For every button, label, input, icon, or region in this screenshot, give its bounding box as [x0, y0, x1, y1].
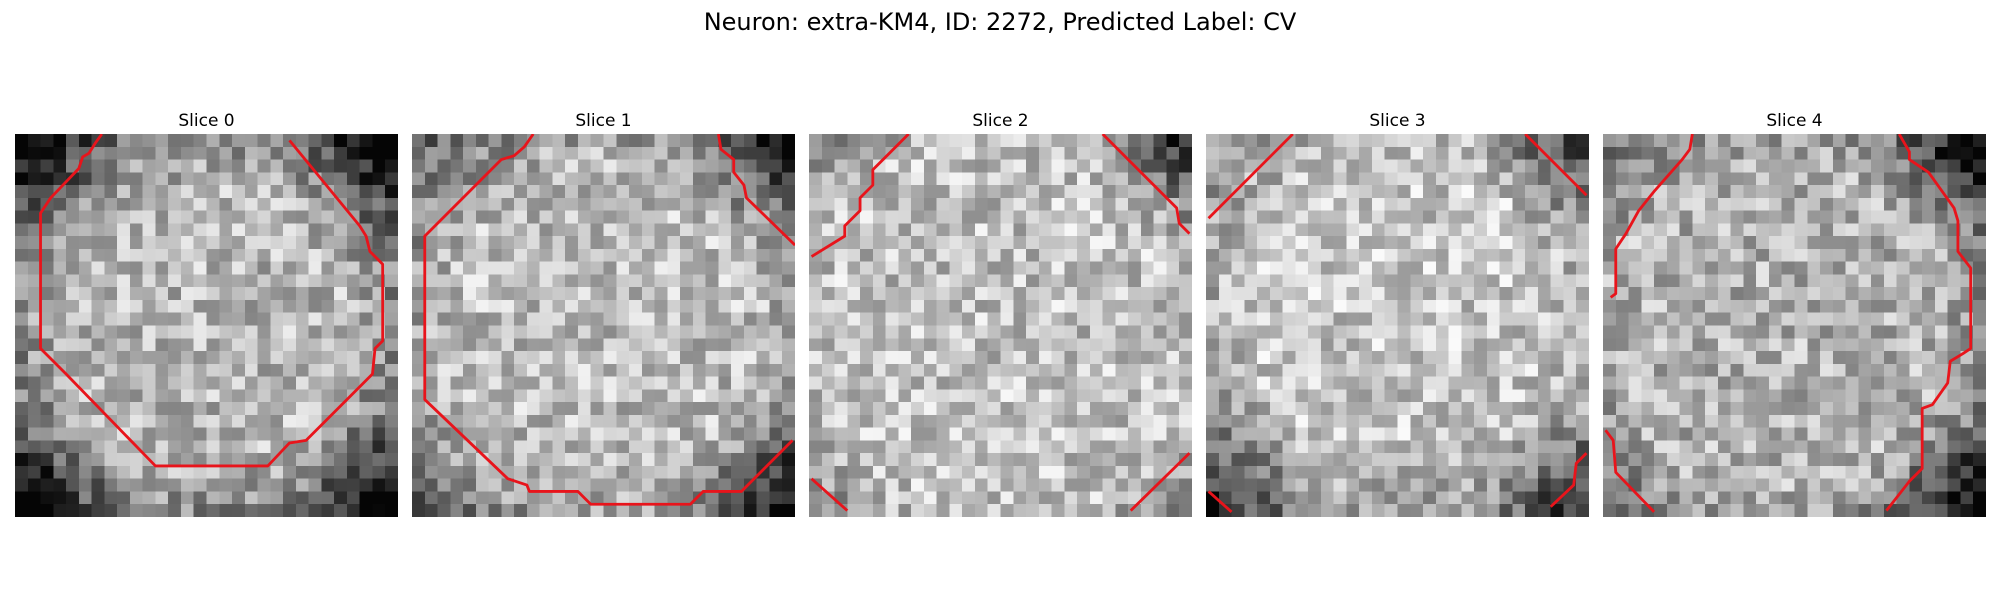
contour-line: [717, 134, 795, 247]
slice-panel-2: Slice 2: [809, 108, 1192, 517]
contour-line: [1101, 134, 1191, 235]
slice-title: Slice 3: [1369, 111, 1426, 131]
slice-image: [412, 134, 795, 517]
contour-line: [1207, 490, 1233, 513]
slice-image: [1206, 134, 1589, 517]
pixel-grid: [412, 134, 795, 517]
contour-line: [1604, 429, 1656, 513]
contour-line: [423, 134, 794, 506]
contour-line: [1885, 134, 1973, 512]
slice-title: Slice 1: [575, 111, 632, 131]
pixel-grid: [1206, 134, 1589, 517]
contour-line: [1609, 134, 1694, 299]
slice-image: [15, 134, 398, 517]
contour-line: [810, 477, 849, 512]
contour-line: [1129, 452, 1191, 512]
slice-panel-0: Slice 0: [15, 108, 398, 517]
slice-panel-1: Slice 1: [412, 108, 795, 517]
contour-line: [1524, 134, 1588, 197]
slice-image: [809, 134, 1192, 517]
contour-line: [39, 134, 385, 468]
pixel-grid: [15, 134, 398, 517]
contour-line: [810, 134, 910, 258]
contour-line: [1549, 452, 1588, 508]
slice-title: Slice 4: [1766, 111, 1823, 131]
slice-title: Slice 0: [178, 111, 235, 131]
slice-title: Slice 2: [972, 111, 1029, 131]
slice-panel-3: Slice 3: [1206, 108, 1589, 517]
slice-panel-4: Slice 4: [1603, 108, 1986, 517]
figure-title: Neuron: extra-KM4, ID: 2272, Predicted L…: [703, 8, 1297, 36]
pixel-grid: [809, 134, 1192, 517]
contour-line: [1207, 134, 1294, 220]
slice-image: [1603, 134, 1986, 517]
pixel-grid: [1603, 134, 1986, 517]
